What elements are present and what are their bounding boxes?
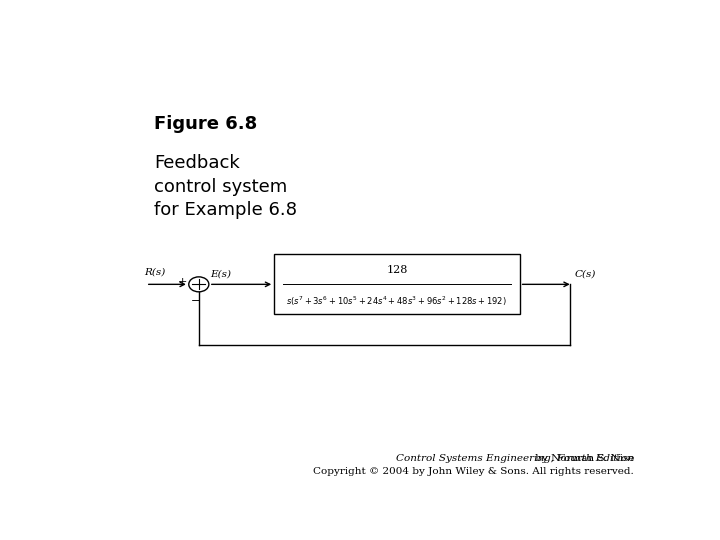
Text: C(s): C(s) <box>575 269 596 278</box>
Text: −: − <box>191 296 200 306</box>
Text: by Norman S. Nise: by Norman S. Nise <box>376 454 634 463</box>
Text: Control Systems Engineering, Fourth Edition: Control Systems Engineering, Fourth Edit… <box>396 454 634 463</box>
Text: Feedback
control system
for Example 6.8: Feedback control system for Example 6.8 <box>154 154 297 219</box>
Text: $s(s^{7}+3s^{6}+10s^{5}+24s^{4}+48s^{3}+96s^{2}+128s+192)$: $s(s^{7}+3s^{6}+10s^{5}+24s^{4}+48s^{3}+… <box>287 294 508 308</box>
Text: 128: 128 <box>386 265 408 275</box>
Text: E(s): E(s) <box>210 269 232 278</box>
Text: R(s): R(s) <box>144 268 166 277</box>
Text: Copyright © 2004 by John Wiley & Sons. All rights reserved.: Copyright © 2004 by John Wiley & Sons. A… <box>313 467 634 476</box>
Text: Figure 6.8: Figure 6.8 <box>154 114 258 133</box>
Bar <box>274 254 520 314</box>
Text: +: + <box>179 277 188 287</box>
